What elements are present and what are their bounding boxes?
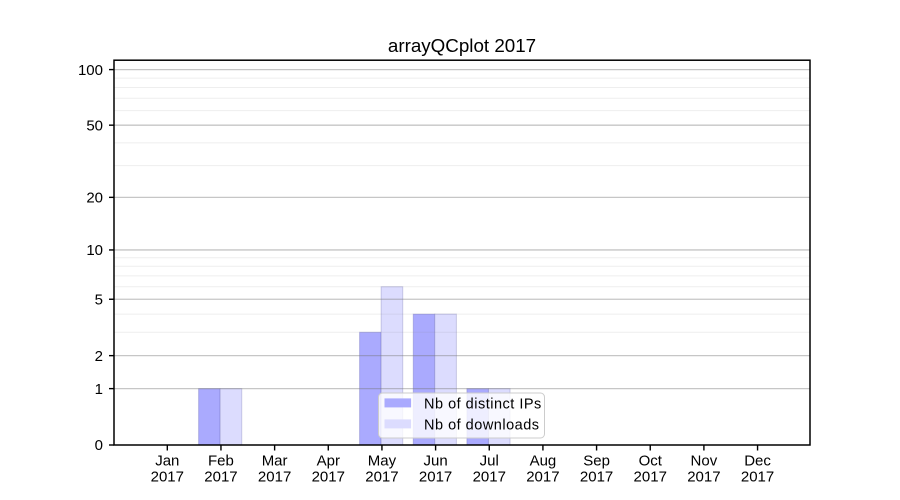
svg-text:2017: 2017 <box>473 468 506 485</box>
svg-text:5: 5 <box>95 291 103 308</box>
svg-text:Feb: Feb <box>208 453 234 470</box>
svg-text:50: 50 <box>86 117 103 134</box>
svg-text:2017: 2017 <box>312 468 345 485</box>
svg-text:2017: 2017 <box>151 468 184 485</box>
svg-text:2017: 2017 <box>526 468 559 485</box>
svg-text:2017: 2017 <box>419 468 452 485</box>
svg-text:2017: 2017 <box>365 468 398 485</box>
svg-text:1: 1 <box>95 381 103 398</box>
svg-text:Nov: Nov <box>691 453 718 470</box>
svg-text:2: 2 <box>95 348 103 365</box>
svg-text:Nb of distinct IPs: Nb of distinct IPs <box>424 396 542 412</box>
svg-text:Mar: Mar <box>262 453 288 470</box>
svg-text:Sep: Sep <box>583 453 610 470</box>
svg-text:0: 0 <box>95 437 103 454</box>
svg-text:2017: 2017 <box>204 468 237 485</box>
svg-text:Jul: Jul <box>480 453 499 470</box>
svg-text:arrayQCplot 2017: arrayQCplot 2017 <box>388 35 536 56</box>
svg-text:2017: 2017 <box>741 468 774 485</box>
svg-text:Oct: Oct <box>639 453 663 470</box>
svg-text:10: 10 <box>86 242 103 259</box>
svg-text:Aug: Aug <box>530 453 557 470</box>
svg-text:2017: 2017 <box>258 468 291 485</box>
svg-text:Apr: Apr <box>317 453 340 470</box>
svg-text:May: May <box>368 453 397 470</box>
svg-text:2017: 2017 <box>580 468 613 485</box>
svg-text:Jan: Jan <box>155 453 179 470</box>
svg-text:2017: 2017 <box>634 468 667 485</box>
svg-text:100: 100 <box>78 62 103 79</box>
svg-text:Dec: Dec <box>744 453 771 470</box>
svg-text:Nb of downloads: Nb of downloads <box>424 418 540 434</box>
svg-text:2017: 2017 <box>687 468 720 485</box>
svg-text:20: 20 <box>86 190 103 207</box>
svg-text:Jun: Jun <box>424 453 448 470</box>
